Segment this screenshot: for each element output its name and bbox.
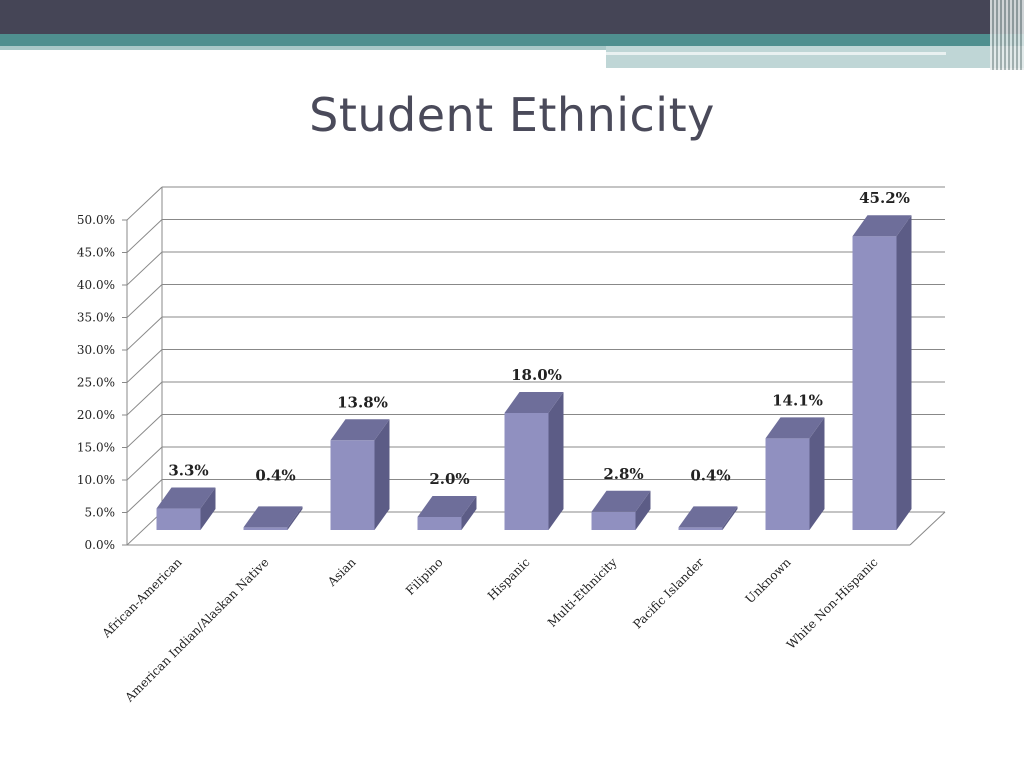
bar bbox=[330, 440, 375, 530]
x-tick-label: Unknown bbox=[743, 555, 794, 606]
y-tick-label: 35.0% bbox=[77, 311, 115, 325]
bar-top bbox=[765, 417, 825, 439]
bar-side bbox=[548, 392, 564, 530]
bar-group bbox=[330, 419, 390, 530]
gridline-diagonal bbox=[126, 414, 163, 448]
bar bbox=[156, 508, 201, 530]
bar-group bbox=[417, 496, 477, 530]
slide-title: Student Ethnicity bbox=[309, 88, 715, 142]
y-tick-label: 5.0% bbox=[85, 506, 116, 520]
gridline-diagonal bbox=[126, 316, 163, 351]
gridline-diagonal bbox=[126, 511, 163, 546]
teal-right-stripe bbox=[606, 46, 1024, 68]
y-tick-label: 25.0% bbox=[77, 376, 115, 390]
x-tick-label: American Indian/Alaskan Native bbox=[122, 555, 272, 705]
y-tick-label: 10.0% bbox=[77, 473, 115, 487]
data-label: 45.2% bbox=[859, 189, 910, 207]
bar-group bbox=[243, 506, 303, 530]
bar bbox=[765, 438, 810, 530]
x-tick-label: Pacific Islander bbox=[630, 555, 707, 632]
y-tick-label: 50.0% bbox=[77, 213, 115, 227]
bar-side bbox=[374, 419, 390, 530]
bar-side bbox=[896, 215, 912, 530]
chart-bars bbox=[156, 215, 912, 530]
bar bbox=[678, 527, 723, 530]
gridline-diagonal bbox=[126, 186, 163, 221]
data-label: 2.8% bbox=[603, 465, 643, 483]
bar-side bbox=[461, 496, 477, 530]
x-tick-label: African-American bbox=[99, 555, 185, 641]
bar-group bbox=[765, 417, 825, 530]
bar-side bbox=[809, 417, 825, 530]
bar-top bbox=[852, 215, 912, 237]
bar-group bbox=[678, 506, 738, 530]
floor-right-edge bbox=[909, 511, 946, 546]
y-tick-label: 20.0% bbox=[77, 408, 115, 422]
data-label: 14.1% bbox=[772, 391, 823, 409]
x-tick-label: Hispanic bbox=[485, 555, 533, 603]
teal-light-stripe bbox=[0, 46, 606, 50]
y-tick-label: 45.0% bbox=[77, 246, 115, 260]
bar bbox=[243, 527, 288, 530]
data-label: 18.0% bbox=[511, 366, 562, 384]
data-label: 2.0% bbox=[429, 470, 469, 488]
bar-group bbox=[504, 392, 564, 530]
x-tick-label: Filipino bbox=[403, 555, 446, 598]
gridline-diagonal bbox=[126, 349, 163, 383]
data-label: 0.4% bbox=[255, 466, 295, 484]
bar-group bbox=[156, 487, 216, 530]
bar-top bbox=[591, 490, 651, 512]
top-decor-band bbox=[0, 0, 1024, 34]
bar-side bbox=[287, 506, 303, 530]
gridline-diagonal bbox=[126, 251, 163, 286]
bar-top bbox=[678, 506, 738, 528]
gridline-diagonal bbox=[126, 284, 163, 318]
y-tick-label: 0.0% bbox=[85, 538, 116, 552]
teal-decor-band bbox=[0, 34, 1024, 46]
bar-group bbox=[591, 490, 651, 530]
gridline-diagonal bbox=[126, 446, 163, 481]
bar-group bbox=[852, 215, 912, 530]
y-tick-label: 30.0% bbox=[77, 343, 115, 357]
bar bbox=[417, 517, 462, 530]
data-label: 0.4% bbox=[690, 466, 730, 484]
bar-top bbox=[243, 506, 303, 528]
y-tick-label: 40.0% bbox=[77, 278, 115, 292]
gridline-diagonal bbox=[126, 381, 163, 416]
data-label: 3.3% bbox=[168, 462, 208, 480]
bar bbox=[504, 413, 549, 530]
bar-chart: 0.0% 5.0% 10.0% 15.0% 20.0% 25.0% 30.0% 35.0% 40… bbox=[77, 186, 946, 705]
x-tick-label: Multi-Ethnicity bbox=[545, 555, 620, 630]
bar-top bbox=[504, 392, 564, 413]
bar-side bbox=[722, 506, 738, 530]
gridline-diagonal bbox=[126, 479, 163, 513]
y-tick-label: 15.0% bbox=[77, 441, 115, 455]
bar-top bbox=[156, 487, 216, 509]
x-tick-label: Asian bbox=[324, 555, 359, 590]
vertical-stripes-decor bbox=[990, 0, 1024, 70]
bar-side bbox=[200, 487, 216, 530]
data-label: 13.8% bbox=[337, 393, 388, 411]
bar-side bbox=[635, 490, 651, 530]
bar-top bbox=[417, 496, 477, 517]
bar-top bbox=[330, 419, 390, 441]
bar bbox=[852, 236, 897, 530]
x-tick-label: White Non-Hispanic bbox=[784, 555, 881, 652]
bar bbox=[591, 511, 636, 530]
gridline-diagonal bbox=[126, 219, 163, 253]
teal-right-highlight bbox=[606, 52, 946, 55]
